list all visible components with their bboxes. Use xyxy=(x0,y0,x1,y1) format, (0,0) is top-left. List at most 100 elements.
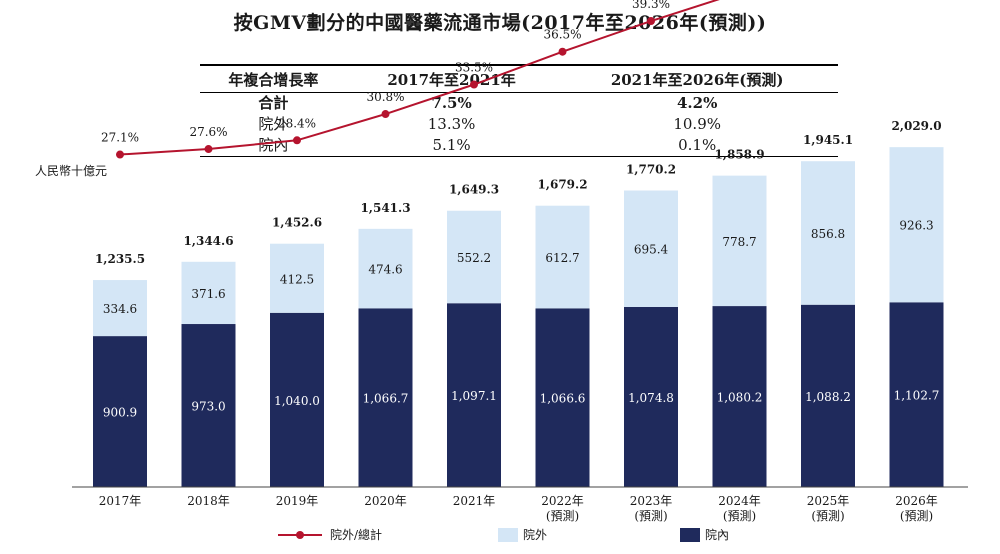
bar-outside-value-label: 778.7 xyxy=(722,235,756,249)
legend-outside-swatch xyxy=(498,528,518,542)
bar-inside xyxy=(358,308,413,487)
x-tick-label: 2023年 xyxy=(630,494,673,508)
bar-outside-value-label: 695.4 xyxy=(634,243,669,257)
bar-inside xyxy=(447,303,501,487)
cagr-cell: 7.5% xyxy=(431,94,472,112)
bar-outside xyxy=(270,243,324,313)
x-tick-label: (預測) xyxy=(900,509,933,523)
bar-total-label: 1,541.3 xyxy=(360,201,410,215)
x-tick-label: 2022年 xyxy=(541,494,584,508)
x-tick-label: (預測) xyxy=(634,509,667,523)
bar-inside-value-label: 1,074.8 xyxy=(628,391,674,405)
bar-inside-value-label: 1,066.7 xyxy=(363,392,409,406)
x-tick-label: 2021年 xyxy=(453,494,496,508)
line-point-label: 36.5% xyxy=(543,28,581,42)
bar-outside xyxy=(712,175,767,307)
line-point xyxy=(470,80,478,89)
bar-inside xyxy=(712,306,767,487)
unit-label: 人民幣十億元 xyxy=(35,164,108,178)
cagr-header-row: 年複合增長率 2017年至2021年 2021年至2026年(預測) xyxy=(200,65,838,93)
x-tick-label: 2025年 xyxy=(807,494,850,508)
bar-total-label: 1,858.9 xyxy=(714,148,764,162)
line-point xyxy=(647,17,655,26)
cagr-cell: 10.9% xyxy=(673,115,721,133)
x-tick-label: (預測) xyxy=(811,509,844,523)
line-point xyxy=(293,136,301,145)
cagr-cell: 13.3% xyxy=(427,115,476,133)
bar-total-label: 1,649.3 xyxy=(449,183,499,197)
x-tick-label: 2019年 xyxy=(276,494,319,508)
x-tick-label: 2026年 xyxy=(895,494,938,508)
bar-total-label: 1,235.5 xyxy=(95,252,145,266)
bar-inside-value-label: 1,097.1 xyxy=(451,389,497,403)
bar-outside xyxy=(801,161,855,305)
line-point xyxy=(204,145,213,154)
cagr-row-total: 合計 7.5% 4.2% xyxy=(200,93,838,115)
cagr-row-label: 院外 xyxy=(258,115,289,133)
bar-outside-value-label: 612.7 xyxy=(545,251,579,265)
line-point-label: 30.8% xyxy=(366,90,404,104)
line-point-label: 27.1% xyxy=(101,131,139,145)
bar-total-label: 1,344.6 xyxy=(183,234,233,248)
cagr-row-label: 合計 xyxy=(258,94,289,112)
bar-inside xyxy=(889,302,944,487)
bar-total-label: 1,452.6 xyxy=(272,216,322,230)
cagr-header-period-1: 2017年至2021年 xyxy=(346,65,557,93)
bar-outside xyxy=(181,261,236,325)
chart-title: 按GMV劃分的中國醫藥流通市場(2017年至2026年(預測)) xyxy=(233,12,767,34)
line-point-label: 33.5% xyxy=(455,61,493,75)
bar-inside-value-label: 973.0 xyxy=(191,400,225,414)
bar-inside-value-label: 1,040.0 xyxy=(274,394,320,408)
x-tick-label: 2024年 xyxy=(718,494,761,508)
bar-outside xyxy=(624,190,678,307)
x-tick-label: 2020年 xyxy=(364,494,407,508)
bar-inside-value-label: 1,102.7 xyxy=(894,389,940,403)
x-tick-label: 2017年 xyxy=(99,494,142,508)
bar-outside xyxy=(535,205,590,309)
bar-outside xyxy=(447,210,501,304)
legend-line-label: 院外/總計 xyxy=(330,527,382,542)
cagr-cell: 5.1% xyxy=(346,135,557,157)
cagr-cell: 0.1% xyxy=(556,135,838,157)
bar-outside-value-label: 334.6 xyxy=(103,302,137,316)
bar-outside-value-label: 552.2 xyxy=(457,251,491,265)
bar-inside xyxy=(535,308,590,487)
bar-outside-value-label: 926.3 xyxy=(899,219,933,233)
bar-outside-value-label: 474.6 xyxy=(368,263,402,277)
line-point-label: 27.6% xyxy=(189,125,227,139)
cagr-header-label: 年複合增長率 xyxy=(200,65,347,93)
x-tick-label: (預測) xyxy=(546,509,579,523)
bar-inside-value-label: 1,088.2 xyxy=(805,390,851,404)
bar-outside-value-label: 412.5 xyxy=(280,272,314,286)
line-series-outside-share xyxy=(119,0,720,156)
cagr-row-inside: 院內 5.1% 0.1% xyxy=(200,135,838,157)
bar-total-label: 1,945.1 xyxy=(803,133,853,147)
cagr-table: 年複合增長率 2017年至2021年 2021年至2026年(預測) 合計 7.… xyxy=(200,64,838,157)
legend-outside-label: 院外 xyxy=(523,528,547,542)
x-tick-label: 2018年 xyxy=(187,494,230,508)
bar-inside-value-label: 1,080.2 xyxy=(717,391,763,405)
bar-inside-value-label: 900.9 xyxy=(103,406,137,420)
bar-outside xyxy=(889,147,944,303)
bar-total-label: 2,029.0 xyxy=(891,119,941,133)
bar-inside-value-label: 1,066.6 xyxy=(540,392,586,406)
bar-outside-value-label: 856.8 xyxy=(811,227,845,241)
bar-inside xyxy=(181,324,236,487)
cagr-row-label: 院內 xyxy=(200,135,347,157)
line-point-label: 39.3% xyxy=(632,0,670,11)
bar-outside xyxy=(358,228,413,309)
cagr-cell: 4.2% xyxy=(676,94,718,112)
bar-total-label: 1,679.2 xyxy=(537,178,587,192)
bar-outside-value-label: 371.6 xyxy=(191,287,225,301)
legend-inside-label: 院內 xyxy=(705,528,729,542)
bar-inside xyxy=(801,304,855,487)
line-point xyxy=(558,47,567,56)
cagr-header-period-2: 2021年至2026年(預測) xyxy=(556,65,838,93)
line-point-label: 28.4% xyxy=(278,116,316,130)
cagr-row-outside: 院外 13.3% 10.9% xyxy=(200,114,838,135)
bar-inside xyxy=(93,336,147,487)
x-tick-label: (預測) xyxy=(723,509,756,523)
line-point xyxy=(381,110,390,119)
bar-total-label: 1,770.2 xyxy=(626,162,676,176)
